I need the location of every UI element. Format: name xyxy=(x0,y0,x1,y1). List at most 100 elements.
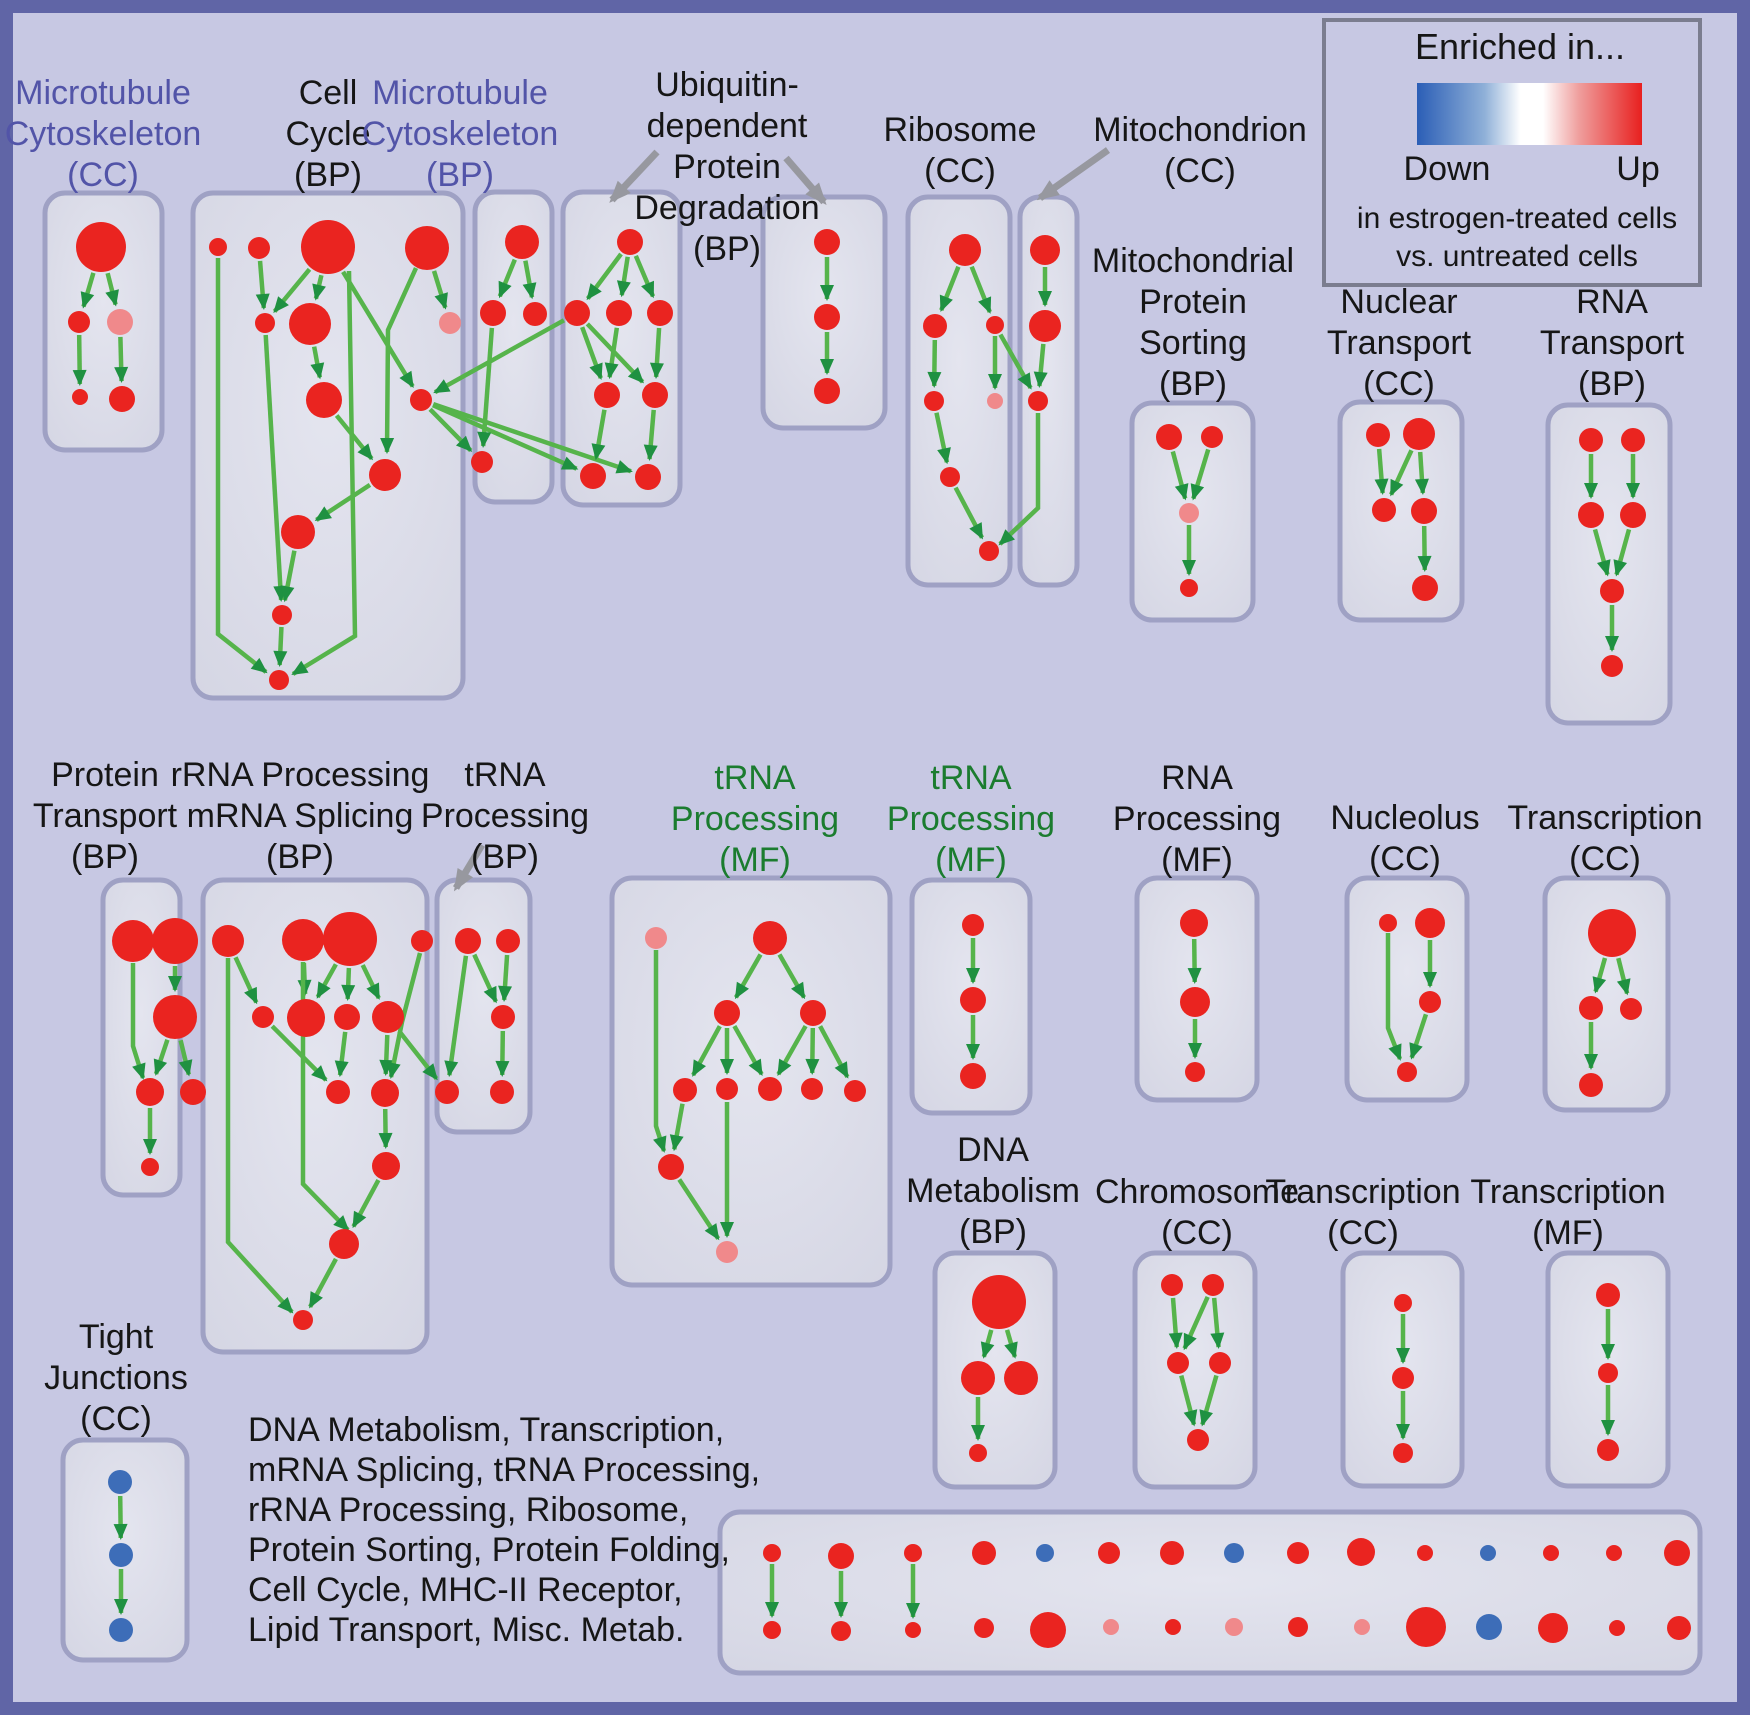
edge-f4-f7 xyxy=(776,1024,808,1076)
go-term-node-p3 xyxy=(153,995,197,1039)
edge-m1-m2 xyxy=(497,258,517,299)
go-term-node-r4 xyxy=(924,391,944,411)
go-term-node-t4 xyxy=(1620,502,1646,528)
edge-c10-c11 xyxy=(314,482,372,522)
go-term-node-u3a xyxy=(594,382,620,408)
go-term-node-x2 xyxy=(1415,908,1445,938)
go-term-node-f6 xyxy=(716,1078,738,1100)
edge-u1-u2c xyxy=(633,254,656,299)
go-term-node-bl14b xyxy=(1609,1620,1625,1636)
edge-f4-f8 xyxy=(805,1027,820,1076)
go-term-node-r7 xyxy=(979,541,999,561)
go-term-node-e1 xyxy=(962,914,984,936)
edge-f1-f10 xyxy=(653,950,667,1153)
go-term-node-bl3t xyxy=(904,1544,922,1562)
go-term-node-s3 xyxy=(1179,503,1199,523)
go-term-node-f5 xyxy=(673,1078,697,1102)
edge-f2-f3 xyxy=(734,953,763,1000)
go-term-node-y2 xyxy=(1579,996,1603,1020)
edge-a3-a5 xyxy=(114,336,129,384)
go-term-node-e2 xyxy=(960,987,986,1013)
edge-g10-g11 xyxy=(378,1108,393,1150)
edge-q2-q3 xyxy=(1033,343,1048,389)
go-term-node-bl11b xyxy=(1406,1607,1446,1647)
go-term-node-f2 xyxy=(753,921,787,955)
go-term-node-f8 xyxy=(801,1078,823,1100)
edge-c9-m4 xyxy=(428,407,473,453)
go-term-node-w3 xyxy=(1185,1062,1205,1082)
go-term-node-c11 xyxy=(281,515,315,549)
go-term-node-bl7b xyxy=(1165,1619,1181,1635)
go-term-node-bl2t xyxy=(828,1543,854,1569)
go-term-node-q2 xyxy=(1029,310,1061,342)
go-term-node-g7 xyxy=(334,1004,360,1030)
go-term-node-y4 xyxy=(1579,1073,1603,1097)
edge-g7-g9 xyxy=(334,1031,349,1078)
go-term-node-zz2 xyxy=(1598,1363,1618,1383)
edge-g12-g13 xyxy=(308,1257,338,1309)
edge-r3-q3 xyxy=(998,333,1033,390)
edge-u2a-c9 xyxy=(433,318,565,395)
edge-r1-r3 xyxy=(969,265,992,314)
edge-r6-r7 xyxy=(953,486,984,540)
go-term-node-bl15b xyxy=(1667,1616,1691,1640)
go-term-node-g3 xyxy=(323,912,377,966)
edge-k3-k5 xyxy=(1179,1375,1198,1427)
go-term-node-m4 xyxy=(471,451,493,473)
go-term-node-d3 xyxy=(1004,1361,1038,1395)
go-term-node-r2 xyxy=(923,314,947,338)
go-term-node-bl10t xyxy=(1347,1538,1375,1566)
edge-r2-r4 xyxy=(927,339,942,389)
go-term-node-q1 xyxy=(1030,235,1060,265)
go-term-node-bl1t xyxy=(763,1544,781,1562)
go-term-node-g5 xyxy=(252,1006,274,1028)
cluster-box-chromosome xyxy=(1132,1250,1258,1490)
edge-g3-g6 xyxy=(315,963,338,999)
edge-x1-x4 xyxy=(1385,933,1403,1061)
go-term-node-bl4b xyxy=(974,1618,994,1638)
go-term-node-f3 xyxy=(714,1000,740,1026)
go-term-node-c1 xyxy=(209,238,227,256)
go-term-node-p5 xyxy=(180,1079,206,1105)
go-term-node-c13 xyxy=(269,670,289,690)
go-term-node-u1 xyxy=(617,229,643,255)
go-term-node-n1 xyxy=(1366,423,1390,447)
go-term-node-f10 xyxy=(658,1154,684,1180)
edge-k1-k3 xyxy=(1168,1297,1183,1350)
edge-tj1-tj2 xyxy=(113,1495,128,1541)
edge-h2-h3 xyxy=(498,954,513,1003)
edge-d1-d2 xyxy=(980,1329,995,1359)
go-term-node-bl2b xyxy=(831,1621,851,1641)
legend-gradient-bar xyxy=(1417,83,1642,145)
edge-c3-c5 xyxy=(272,267,312,313)
edge-u3b-u4b xyxy=(643,409,658,462)
edge-t4-t5 xyxy=(1613,528,1632,577)
go-term-node-g10 xyxy=(371,1079,399,1107)
edge-c2-c5 xyxy=(255,260,270,311)
edge-g8-h4 xyxy=(397,1029,439,1081)
go-term-node-f4 xyxy=(800,1000,826,1026)
pointer-arrow-icon-ubiquitin-right-arrow xyxy=(783,155,827,206)
cluster-box-mixed-misc xyxy=(717,1509,1703,1676)
go-term-node-n4 xyxy=(1411,498,1437,524)
go-term-node-bl13b xyxy=(1538,1613,1568,1643)
go-term-node-m1 xyxy=(505,225,539,259)
edge-g11-g12 xyxy=(351,1179,381,1229)
edge-f10-f11 xyxy=(677,1178,721,1241)
go-term-node-p6 xyxy=(141,1158,159,1176)
edge-c9-u4a xyxy=(431,403,579,471)
edge-c1-c13 xyxy=(215,258,268,674)
go-term-node-a1 xyxy=(76,222,126,272)
legend-box xyxy=(1322,18,1702,287)
go-term-node-g9 xyxy=(326,1080,350,1104)
edge-c4-c7 xyxy=(431,270,448,310)
go-term-node-bl8b xyxy=(1225,1618,1243,1636)
edge-u3a-u4a xyxy=(591,409,607,461)
go-term-node-bl6t xyxy=(1098,1542,1120,1564)
go-term-node-z1 xyxy=(1394,1294,1412,1312)
go-term-node-z3 xyxy=(1393,1443,1413,1463)
go-term-node-u2a xyxy=(564,300,590,326)
go-term-node-bl15t xyxy=(1664,1540,1690,1566)
go-term-node-c3 xyxy=(301,220,355,274)
edge-k4-k5 xyxy=(1199,1374,1219,1427)
